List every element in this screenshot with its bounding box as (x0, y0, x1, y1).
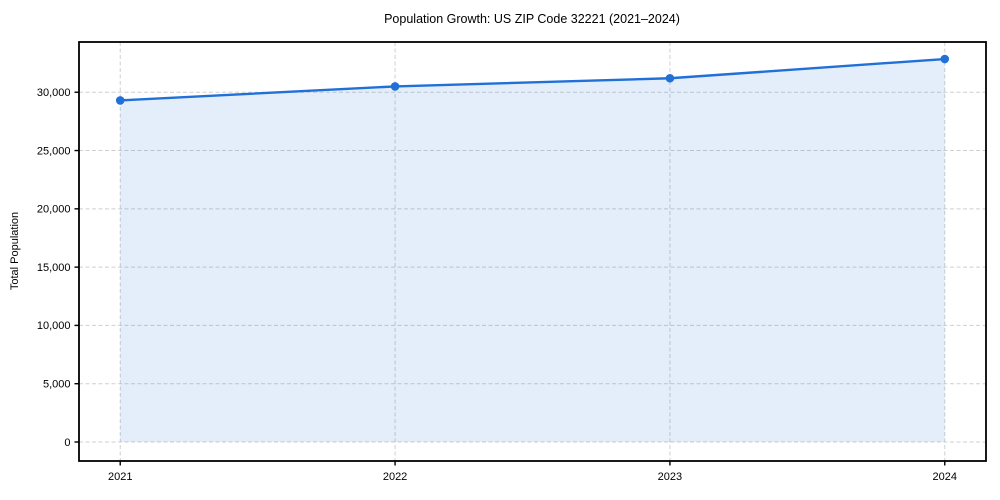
y-tick-label: 10,000 (37, 320, 71, 332)
y-tick-label: 0 (64, 437, 70, 449)
x-tick-label: 2022 (383, 471, 407, 483)
data-point-marker (665, 73, 675, 83)
population-area-fill (120, 59, 945, 442)
y-tick-label: 25,000 (37, 145, 71, 157)
population-line (119, 57, 946, 102)
y-tick-label: 20,000 (37, 204, 71, 216)
plot-background (79, 42, 986, 461)
y-tick-label: 15,000 (37, 262, 71, 274)
y-axis-label: Total Population (9, 212, 21, 290)
plot-area: 0 5,000 10,000 15,000 20,000 25,000 30,000 2021… (37, 41, 987, 483)
y-tick-label: 5,000 (43, 379, 71, 391)
data-point-marker (940, 54, 950, 64)
data-point-marker (115, 96, 125, 105)
x-tick-label: 2024 (933, 471, 957, 483)
plot-frame (78, 41, 987, 462)
x-tick-label: 2023 (658, 471, 682, 483)
y-tick-label: 30,000 (37, 87, 71, 99)
chart-title: Population Growth: US ZIP Code 32221 (20… (384, 12, 680, 26)
data-point-marker (390, 82, 400, 91)
x-tick-label: 2021 (108, 471, 132, 483)
